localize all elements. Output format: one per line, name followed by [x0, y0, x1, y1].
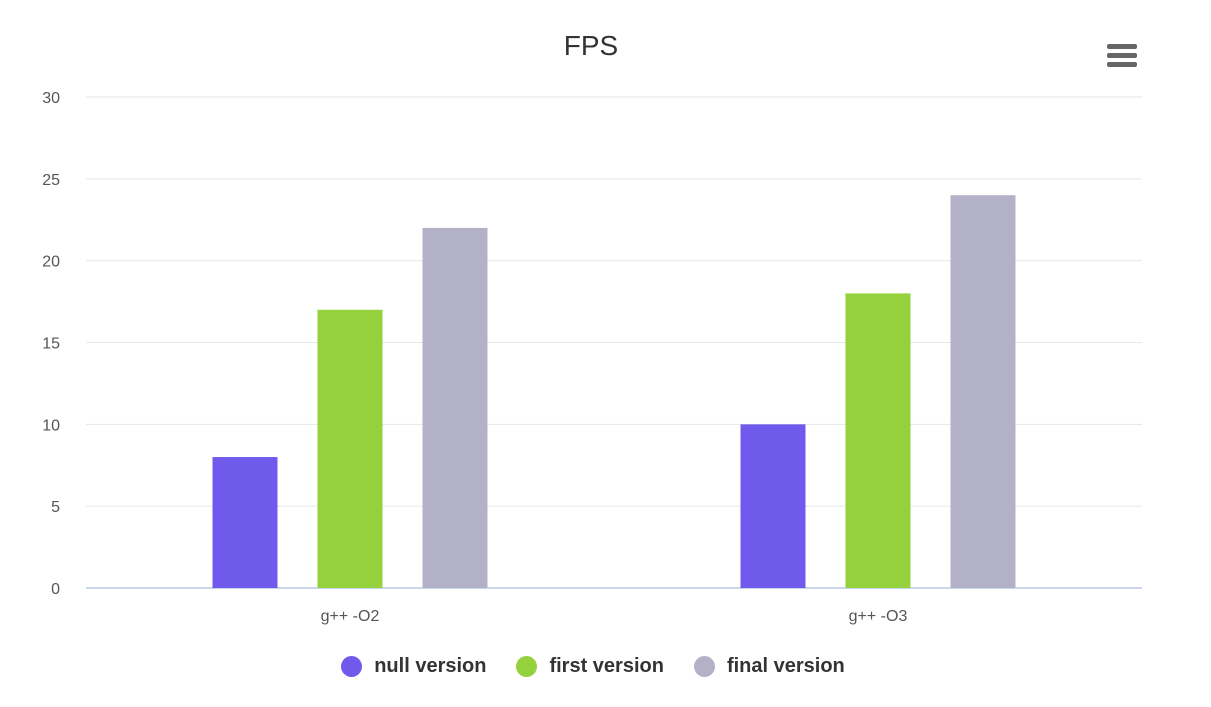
- y-tick-label: 30: [42, 90, 60, 107]
- legend-swatch: [516, 656, 538, 677]
- bar-first-version-1[interactable]: [845, 293, 911, 588]
- chart-menu-button[interactable]: [1106, 42, 1138, 68]
- y-tick-label: 5: [51, 499, 60, 516]
- y-tick-label: 20: [42, 254, 60, 271]
- legend-item-first-version[interactable]: first version: [516, 655, 664, 678]
- hamburger-menu-icon-bar: [1107, 62, 1137, 67]
- legend-label: first version: [549, 655, 664, 677]
- y-tick-label: 0: [51, 581, 60, 598]
- legend-swatch: [341, 656, 363, 677]
- y-tick-label: 25: [42, 172, 60, 189]
- bar-first-version-0[interactable]: [317, 309, 383, 588]
- axis-layer: 0 5 10 15 20 25 30 g++ -O2 g++ -O3: [42, 90, 907, 625]
- bars-layer: [212, 195, 1016, 588]
- legend-swatch: [693, 656, 715, 677]
- bar-final-version-0[interactable]: [422, 227, 488, 588]
- y-tick-label: 10: [42, 417, 60, 434]
- x-tick-label: g++ -O3: [849, 608, 908, 625]
- legend: null version first version final version: [0, 655, 1186, 678]
- legend-label: null version: [374, 655, 487, 677]
- x-tick-label: g++ -O2: [321, 608, 380, 625]
- bar-null-version-0[interactable]: [212, 457, 278, 588]
- hamburger-menu-icon-bar: [1107, 53, 1137, 58]
- hamburger-menu-icon: [1107, 44, 1137, 49]
- legend-item-null-version[interactable]: null version: [341, 655, 486, 678]
- bar-final-version-1[interactable]: [950, 195, 1016, 588]
- legend-label: final version: [726, 655, 845, 677]
- bar-null-version-1[interactable]: [740, 424, 806, 588]
- y-tick-label: 15: [42, 336, 60, 353]
- legend-item-final-version[interactable]: final version: [693, 655, 845, 678]
- chart-title: FPS: [563, 30, 619, 61]
